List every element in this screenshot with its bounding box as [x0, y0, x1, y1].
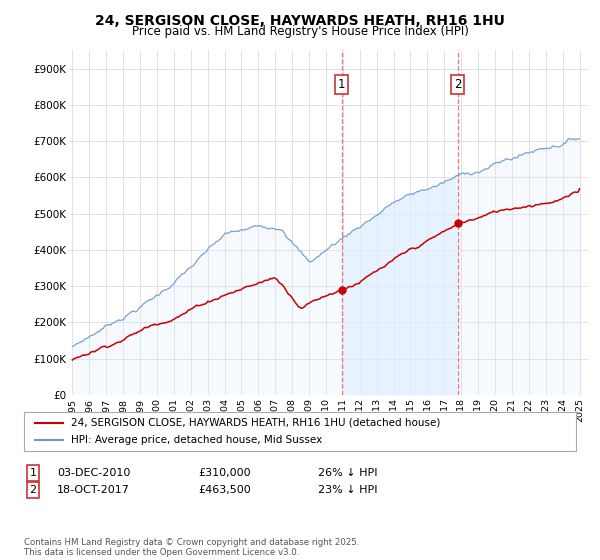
Text: 03-DEC-2010: 03-DEC-2010 [57, 468, 130, 478]
Text: 24, SERGISON CLOSE, HAYWARDS HEATH, RH16 1HU (detached house): 24, SERGISON CLOSE, HAYWARDS HEATH, RH16… [71, 418, 440, 428]
Text: 18-OCT-2017: 18-OCT-2017 [57, 485, 130, 495]
Text: 1: 1 [338, 78, 345, 91]
Text: £310,000: £310,000 [198, 468, 251, 478]
Text: 24, SERGISON CLOSE, HAYWARDS HEATH, RH16 1HU: 24, SERGISON CLOSE, HAYWARDS HEATH, RH16… [95, 14, 505, 28]
Text: 2: 2 [29, 485, 37, 495]
Text: 1: 1 [29, 468, 37, 478]
Text: HPI: Average price, detached house, Mid Sussex: HPI: Average price, detached house, Mid … [71, 435, 322, 445]
Text: 23% ↓ HPI: 23% ↓ HPI [318, 485, 377, 495]
Text: £463,500: £463,500 [198, 485, 251, 495]
Text: Contains HM Land Registry data © Crown copyright and database right 2025.
This d: Contains HM Land Registry data © Crown c… [24, 538, 359, 557]
Text: Price paid vs. HM Land Registry's House Price Index (HPI): Price paid vs. HM Land Registry's House … [131, 25, 469, 38]
Text: 26% ↓ HPI: 26% ↓ HPI [318, 468, 377, 478]
Text: 2: 2 [454, 78, 461, 91]
